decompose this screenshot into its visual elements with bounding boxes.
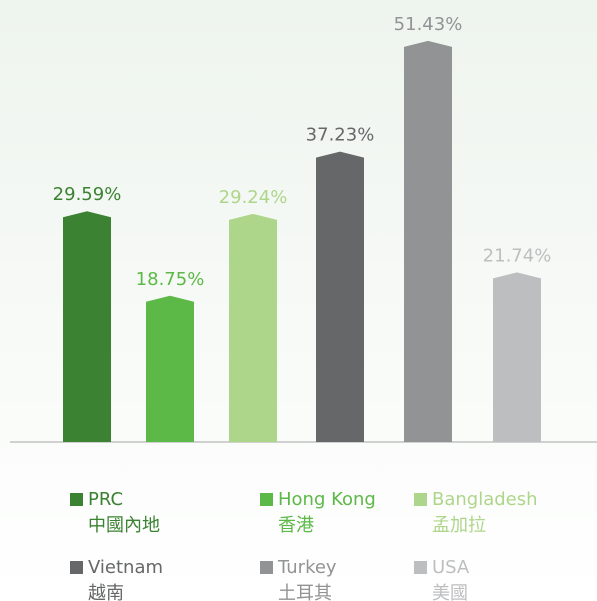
legend-label: USA: [432, 557, 470, 578]
legend-label: Hong Kong: [278, 489, 376, 510]
legend-swatch: [414, 561, 427, 574]
legend-label-zh: 越南: [88, 583, 124, 601]
legend-swatch: [260, 561, 273, 574]
legend-label-zh: 香港: [278, 515, 314, 536]
legend-label: Vietnam: [88, 557, 163, 578]
value-label: 18.75%: [136, 269, 205, 290]
value-label: 29.59%: [53, 184, 122, 205]
legend-label-zh: 美國: [432, 583, 468, 601]
value-label: 29.24%: [219, 187, 288, 208]
value-label: 37.23%: [306, 125, 375, 146]
bar: [493, 272, 541, 442]
legend-swatch: [414, 493, 427, 506]
legend-label: Turkey: [277, 557, 337, 578]
value-label: 51.43%: [394, 14, 463, 35]
legend-label-zh: 土耳其: [278, 583, 332, 601]
bar: [63, 211, 111, 442]
bar: [316, 151, 364, 442]
legend-label-zh: 孟加拉: [432, 515, 486, 536]
legend-swatch: [70, 561, 83, 574]
value-label: 21.74%: [483, 245, 552, 266]
legend-label: Bangladesh: [432, 489, 538, 510]
legend-label: PRC: [88, 489, 123, 510]
bar: [229, 213, 277, 442]
legend-swatch: [70, 493, 83, 506]
bar: [404, 40, 452, 442]
legend-swatch: [260, 493, 273, 506]
legend-label-zh: 中國內地: [88, 515, 160, 536]
bar: [146, 295, 194, 442]
